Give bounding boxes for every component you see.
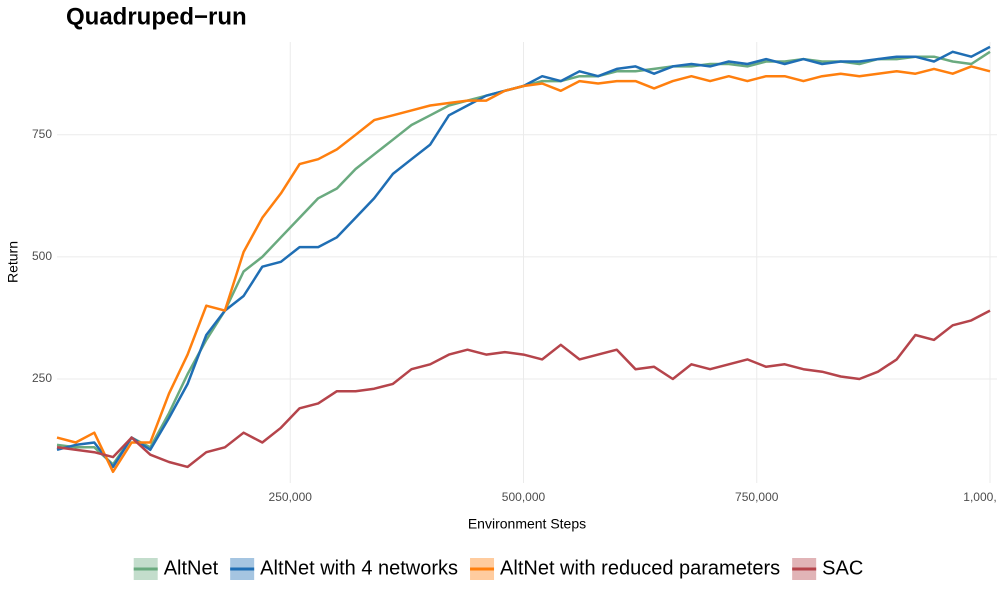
series-line: [56, 65, 991, 474]
y-tick-label: 500: [32, 249, 52, 263]
x-tick-label: 500,000: [502, 490, 546, 504]
y-tick-label: 750: [32, 127, 52, 141]
legend-label: SAC: [822, 557, 863, 579]
legend-label: AltNet: [164, 557, 219, 579]
x-axis-title: Environment Steps: [468, 516, 586, 532]
y-tick-label: 250: [32, 371, 52, 385]
legend-label: AltNet with 4 networks: [260, 557, 458, 579]
x-tick-label: 250,000: [269, 490, 313, 504]
y-axis-title: Return: [5, 241, 21, 283]
legend-label: AltNet with reduced parameters: [500, 557, 780, 579]
x-tick-label: 750,000: [735, 490, 779, 504]
legend: AltNet AltNet with 4 networks AltNet with …: [133, 557, 863, 580]
chart-title: Quadruped−run: [66, 3, 247, 30]
x-tick-label: 1,000,000: [963, 490, 997, 504]
grid: [57, 42, 997, 483]
series-line: [56, 309, 991, 469]
